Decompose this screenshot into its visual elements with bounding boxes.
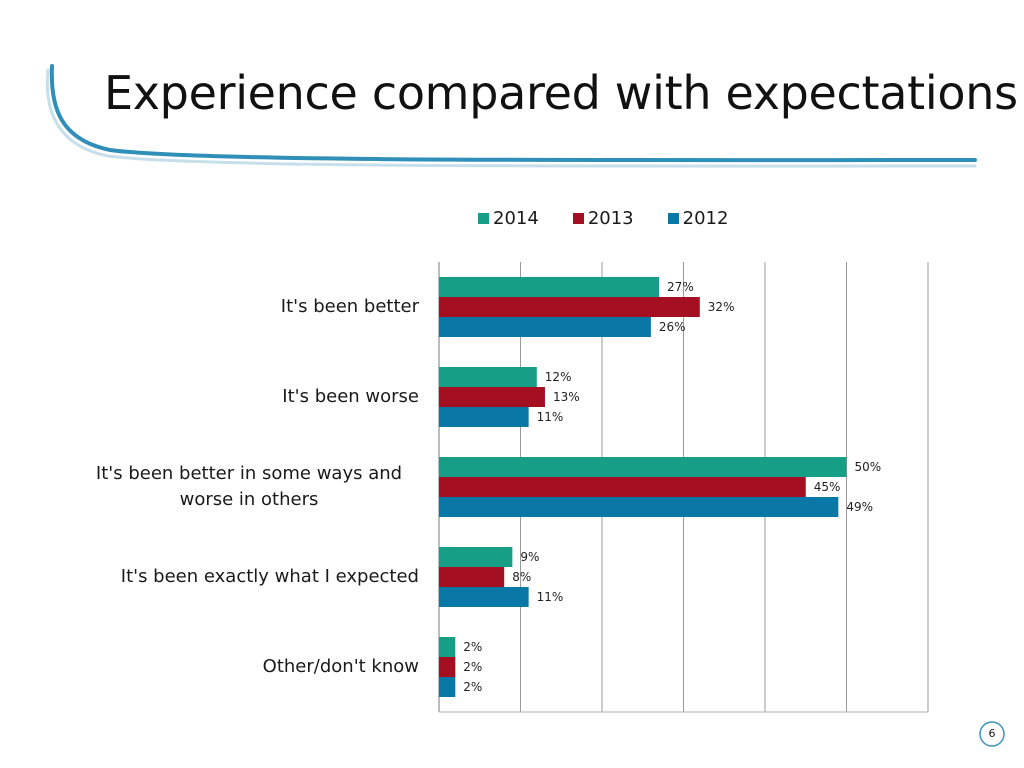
- legend-item-2013: 2013: [572, 208, 634, 229]
- legend-item-2014: 2014: [478, 208, 539, 229]
- bar-2012: [439, 587, 529, 607]
- bar-2013: [439, 387, 545, 407]
- data-label-2012: 11%: [537, 410, 564, 424]
- legend-swatch-2013: [572, 213, 584, 224]
- data-label-2014: 9%: [520, 550, 539, 564]
- bar-2012: [439, 497, 839, 517]
- category-label-line: It's been worse: [282, 386, 419, 407]
- data-label-2013: 8%: [512, 570, 531, 584]
- category-label-line: worse in others: [179, 489, 319, 510]
- legend-label-2014: 2014: [493, 208, 539, 229]
- data-label-2012: 26%: [659, 320, 686, 334]
- data-label-2013: 32%: [708, 300, 735, 314]
- category-label-line: It's been exactly what I expected: [120, 566, 419, 587]
- data-label-2014: 12%: [545, 370, 572, 384]
- bar-2012: [439, 407, 529, 427]
- category-label-line: Other/don't know: [262, 656, 419, 677]
- data-label-2013: 2%: [463, 660, 482, 674]
- data-label-2012: 2%: [463, 680, 482, 694]
- category-label: It's been exactly what I expected: [79, 564, 419, 590]
- bar-2014: [439, 277, 660, 297]
- bar-2014: [439, 547, 513, 567]
- category-label-line: It's been better: [280, 296, 419, 317]
- data-label-2014: 50%: [855, 460, 882, 474]
- data-label-2014: 2%: [463, 640, 482, 654]
- data-label-2013: 13%: [553, 390, 580, 404]
- legend-swatch-2014: [478, 213, 489, 224]
- bar-2013: [439, 657, 456, 677]
- legend-item-2012: 2012: [667, 208, 729, 229]
- bar-2014: [439, 367, 537, 387]
- bar-2013: [439, 297, 700, 317]
- data-label-2013: 45%: [814, 480, 841, 494]
- category-label: It's been worse: [79, 384, 419, 410]
- data-label-2012: 49%: [846, 500, 873, 514]
- bar-2012: [439, 317, 651, 337]
- data-label-2014: 27%: [667, 280, 694, 294]
- chart-legend: 2014 2013 2012: [478, 208, 728, 229]
- category-label-line: It's been better in some ways and: [95, 463, 403, 484]
- data-label-2012: 11%: [537, 590, 564, 604]
- bar-2014: [439, 457, 847, 477]
- page-number: 6: [988, 727, 996, 740]
- legend-label-2012: 2012: [682, 208, 729, 229]
- category-label: Other/don't know: [79, 654, 419, 680]
- bar-2014: [439, 637, 456, 657]
- title-swoosh-decoration: [45, 64, 977, 168]
- bar-2013: [439, 567, 505, 587]
- bar-2012: [439, 677, 456, 697]
- category-label: It's been better in some ways and worse i…: [79, 461, 419, 513]
- bar-2013: [439, 477, 806, 497]
- page-number-badge: [979, 721, 1005, 747]
- category-label: It's been better: [79, 294, 419, 320]
- slide-title: Experience compared with expectations: [104, 66, 1018, 120]
- legend-label-2013: 2013: [587, 208, 634, 229]
- legend-swatch-2012: [667, 213, 679, 224]
